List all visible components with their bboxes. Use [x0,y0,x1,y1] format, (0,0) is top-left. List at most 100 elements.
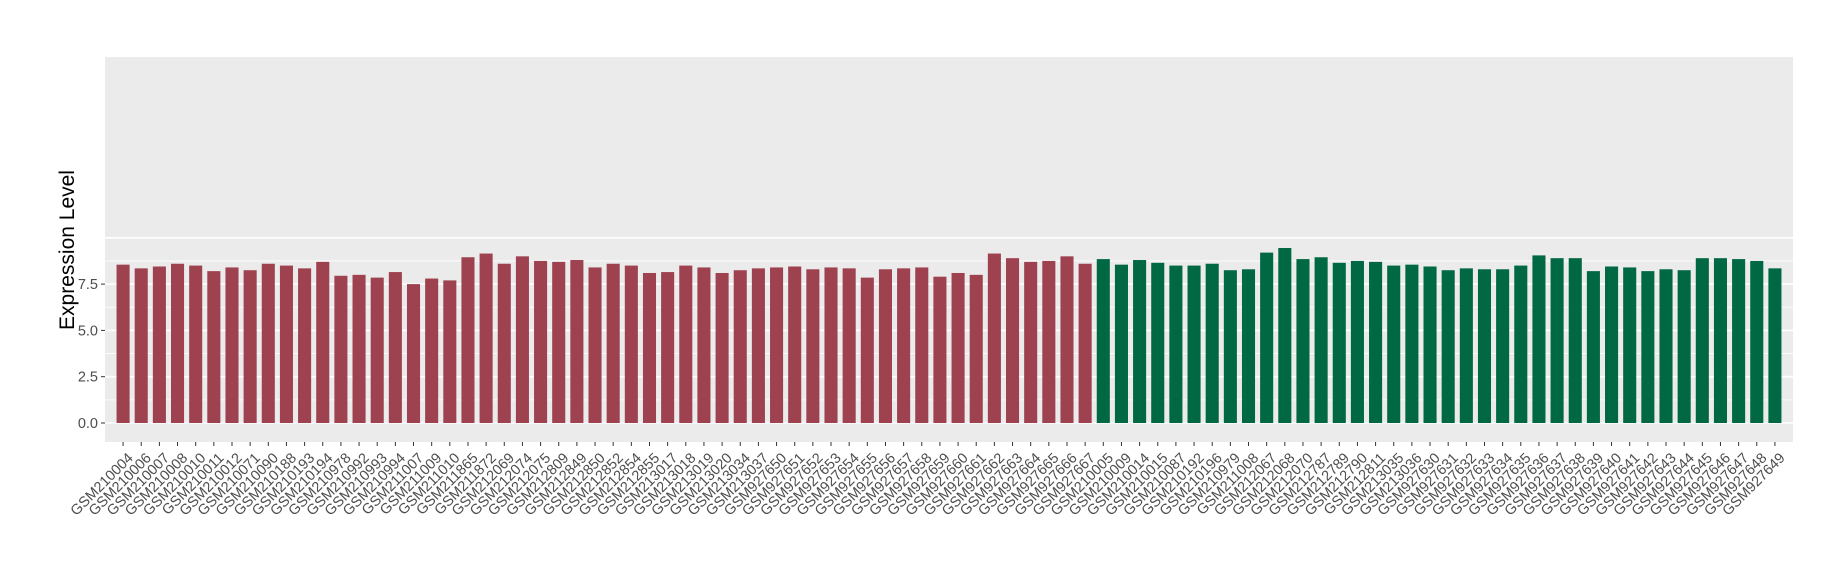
bar [116,264,130,423]
bar [152,266,166,423]
bar [1387,265,1401,423]
bar [715,272,729,423]
bar [461,257,475,423]
bar [824,267,838,423]
bar [1550,258,1564,423]
bar [679,265,693,423]
bar [334,275,348,423]
bar [1695,258,1709,423]
bar [534,260,548,423]
bar [1169,265,1183,423]
bar [1369,261,1383,423]
bar [243,270,257,423]
bar [1042,260,1056,423]
bar [1768,268,1782,423]
bar [1151,262,1165,423]
bar [1187,265,1201,423]
y-tick-label: 0.0 [78,416,98,432]
bar [1296,259,1310,423]
plot-panel [105,57,1793,442]
bar [770,267,784,423]
bar [606,263,620,423]
bar [207,271,221,423]
bar [406,284,421,423]
y-axis: 0.0 2.5 5.0 7.5 [78,277,105,432]
bar [552,261,566,423]
y-tick-label: 2.5 [78,370,98,386]
bar [951,272,965,423]
bar [352,274,366,423]
bar [661,272,675,423]
bar [134,268,148,423]
bar [170,263,185,423]
y-axis-title: Expression Level [56,170,79,330]
bar [1732,259,1746,423]
bar [1223,270,1237,423]
bar [1332,262,1346,423]
bar [1241,269,1256,423]
bar [733,270,747,423]
bar [969,274,983,423]
bar [697,267,711,423]
bar [425,278,439,423]
bar [370,277,384,423]
bar [1205,263,1219,423]
bar [624,265,638,423]
bar [1314,257,1328,423]
y-tick-label: 7.5 [78,277,98,293]
bar [987,253,1001,423]
bar [1350,260,1364,423]
bar [570,260,584,423]
x-axis: GSM210004GSM210006GSM210007GSM210008GSM2… [68,442,1789,519]
bar [1568,258,1582,423]
bar [933,276,947,423]
bar [1677,270,1691,423]
bar [298,268,312,423]
bar [1441,270,1455,423]
bar [1423,266,1437,423]
bar [897,268,911,423]
bar [279,265,293,423]
y-tick-label: 5.0 [78,323,98,339]
bar [225,267,239,423]
bar [806,269,820,423]
major-gridlines [105,237,1793,424]
bar [1514,265,1528,423]
bar [1024,261,1038,423]
bar [1060,256,1074,423]
bar [1623,267,1637,423]
bar [1260,252,1274,423]
bar [1459,268,1473,423]
bar [1750,260,1764,423]
bar [316,261,330,423]
bar [261,263,275,423]
bar [1659,269,1673,423]
bar [388,272,402,423]
bar [915,267,929,423]
bar [751,268,765,423]
bar [1641,271,1655,423]
bar [1278,247,1292,423]
bar [1586,271,1600,423]
minor-gridlines [105,260,1793,401]
bar [1078,263,1092,423]
bar [1477,269,1492,423]
bar [1496,269,1510,423]
bar [642,272,657,423]
bar [189,265,203,423]
bar [1096,259,1110,423]
bar [1605,266,1619,423]
bar [497,263,511,423]
bar [1005,258,1020,423]
bar [1532,255,1546,423]
bar [1133,260,1147,423]
bar [515,256,529,423]
bar [1114,264,1128,423]
bar [588,267,602,423]
bar [878,269,893,423]
bar [443,280,457,423]
bar [1713,258,1728,423]
bar [860,277,874,423]
bars-group [116,247,1782,423]
